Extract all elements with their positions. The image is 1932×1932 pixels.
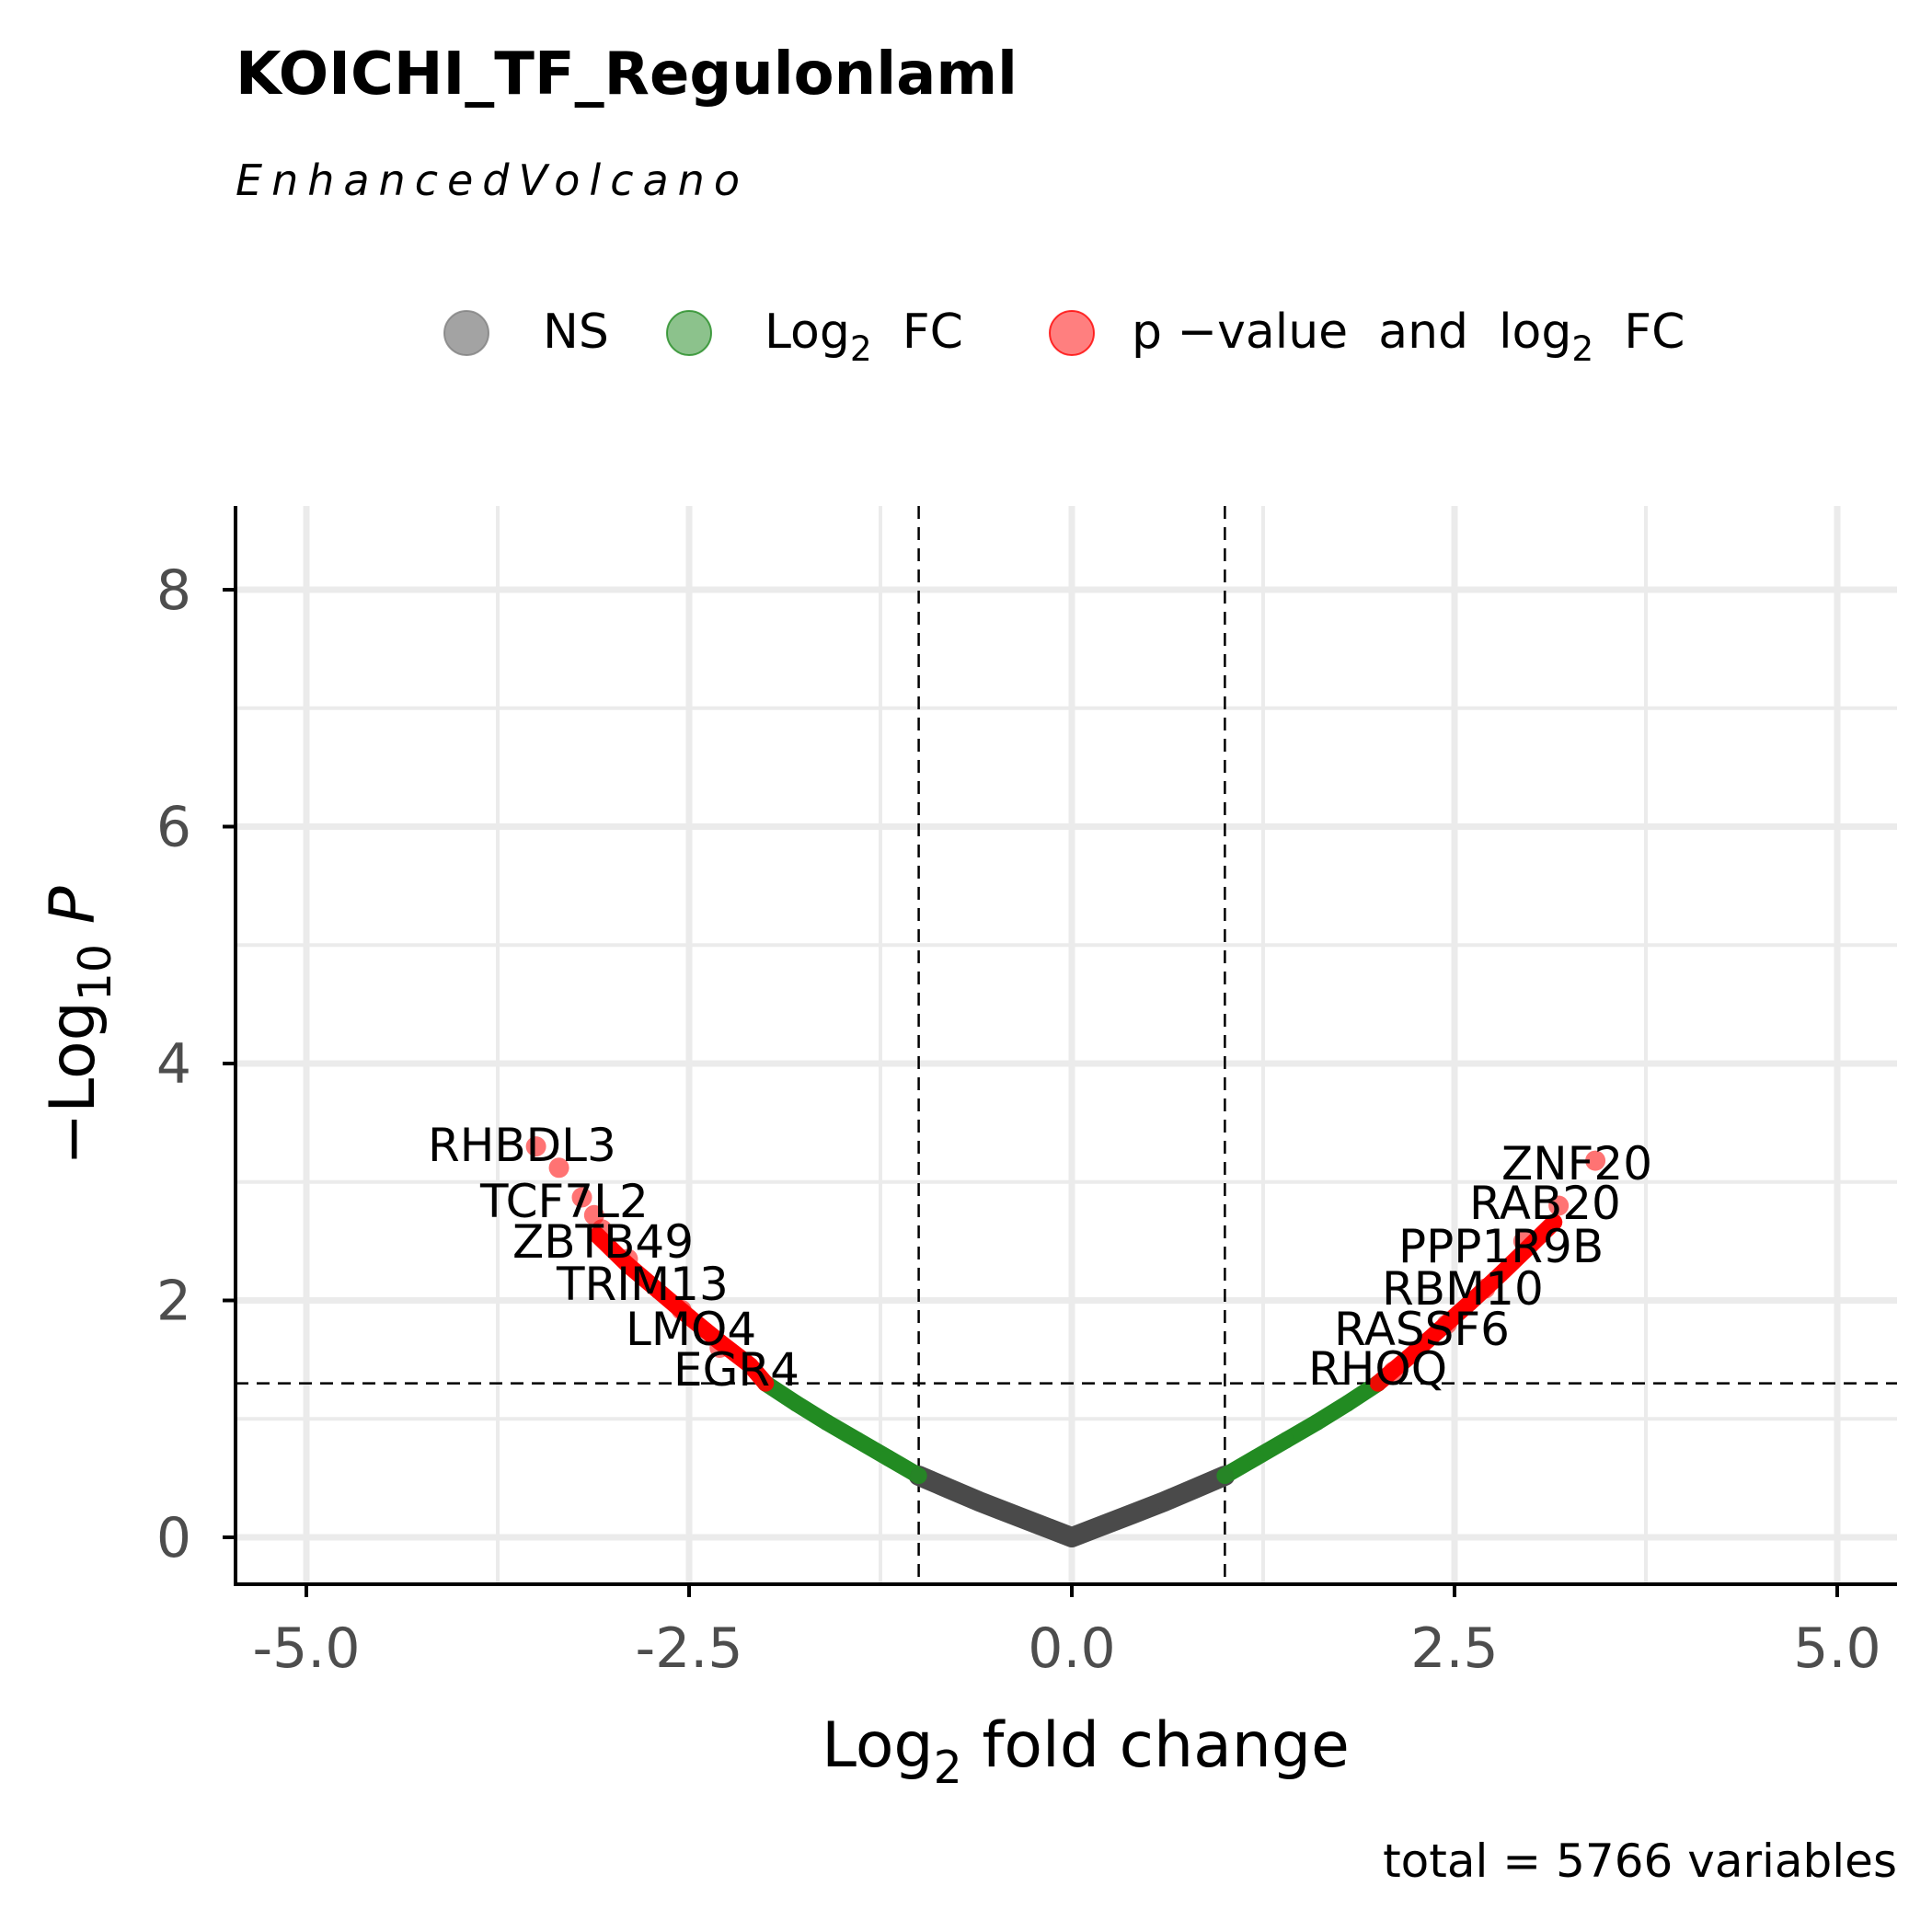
data-point [1064,1529,1080,1546]
chart-subtitle: EnhancedVolcano [236,155,749,205]
highlighted-point [671,1299,692,1320]
data-point [1032,1517,1050,1535]
data-point [1247,1449,1264,1466]
chart-title: KOICHI_TF_Regulonlaml [236,40,1018,109]
gene-label-zbtb49: ZBTB49 [512,1215,694,1269]
highlighted-point [548,1157,569,1179]
data-point [1491,1266,1509,1283]
data-point [1546,1213,1563,1231]
data-point [1094,1517,1111,1535]
x-tick-label: 5.0 [1793,1616,1880,1681]
highlighted-point [525,1136,546,1157]
data-point [1400,1349,1418,1366]
gene-label-rab20: RAB20 [1469,1177,1621,1230]
y-tick-label: 0 [156,1506,191,1570]
data-point [1002,1505,1019,1523]
y-tick-label: 2 [156,1270,191,1334]
x-tick-label: 2.5 [1410,1616,1498,1681]
highlighted-point [1475,1278,1496,1299]
data-point [1216,1467,1234,1485]
data-point [818,1414,835,1432]
highlighted-point [1548,1195,1570,1216]
highlighted-point [1585,1150,1606,1171]
legend-key-2 [666,310,712,356]
y-axis-title: −Log10 P [37,886,121,1165]
data-point [742,1357,759,1374]
highlighted-point [1383,1361,1404,1382]
highlighted-point [571,1187,592,1208]
data-point [940,1480,958,1498]
data-point [880,1449,897,1466]
axes [234,506,1897,1586]
data-point [1155,1493,1172,1511]
legend-label-1: NS [543,305,609,360]
legend-label-2: Log2 FC [765,305,963,369]
data-point [1308,1414,1326,1432]
grid [236,506,1897,1584]
y-tick-label: 6 [156,796,191,860]
x-tick-label: -2.5 [635,1616,742,1681]
y-tick-label: 4 [156,1032,191,1097]
data-points [525,1136,1606,1546]
legend-key-3 [1049,310,1095,356]
data-point [910,1467,927,1485]
data-point [650,1282,667,1300]
x-axis-title: Log2 fold change [822,1709,1350,1794]
legend-key-1 [443,310,489,356]
log2fc-curve [1216,1374,1386,1484]
caption: total = 5766 variables [1383,1834,1897,1888]
highlighted-point [1436,1314,1457,1335]
highlighted-point [709,1338,730,1358]
gene-label-tcf7l2: TCF7L2 [479,1175,649,1228]
highlighted-point [583,1204,604,1225]
legend: NS Log2 FC p −value and log2 FC [443,305,1685,369]
x-tick-label: -5.0 [252,1616,360,1681]
gene-label-ppp1r9b: PPP1R9B [1398,1220,1604,1273]
data-point [1339,1395,1356,1412]
highlighted-point [617,1248,638,1270]
data-point [849,1432,867,1449]
gene-label-trim13: TRIM13 [556,1258,729,1311]
gene-label-egr4: EGR4 [673,1343,799,1397]
y-tick-label: 8 [156,558,191,623]
data-point [1461,1294,1478,1312]
data-point [788,1395,805,1412]
gene-label-rbm10: RBM10 [1382,1262,1544,1316]
cutoff-lines [236,506,1897,1584]
gene-label-znf20: ZNF20 [1501,1137,1652,1190]
highlighted-point [1512,1231,1534,1252]
gene-label-rassf6: RASSF6 [1334,1303,1510,1356]
log2fc-curve [757,1374,927,1484]
data-point [972,1493,989,1511]
x-tick-label: 0.0 [1028,1616,1115,1681]
gene-label-rhbdl3: RHBDL3 [428,1119,616,1172]
ticks: -5.0 -2.5 0.0 2.5 5.0 0 2 4 6 8 [156,558,1881,1681]
data-point [1369,1374,1386,1392]
data-point [1186,1480,1203,1498]
data-point [1124,1505,1142,1523]
data-point [1277,1432,1294,1449]
legend-label-3: p −value and log2 FC [1132,305,1685,369]
gene-label-lmo4: LMO4 [626,1303,756,1356]
gene-label-rhoq: RHOQ [1308,1342,1447,1396]
data-point [757,1374,775,1392]
